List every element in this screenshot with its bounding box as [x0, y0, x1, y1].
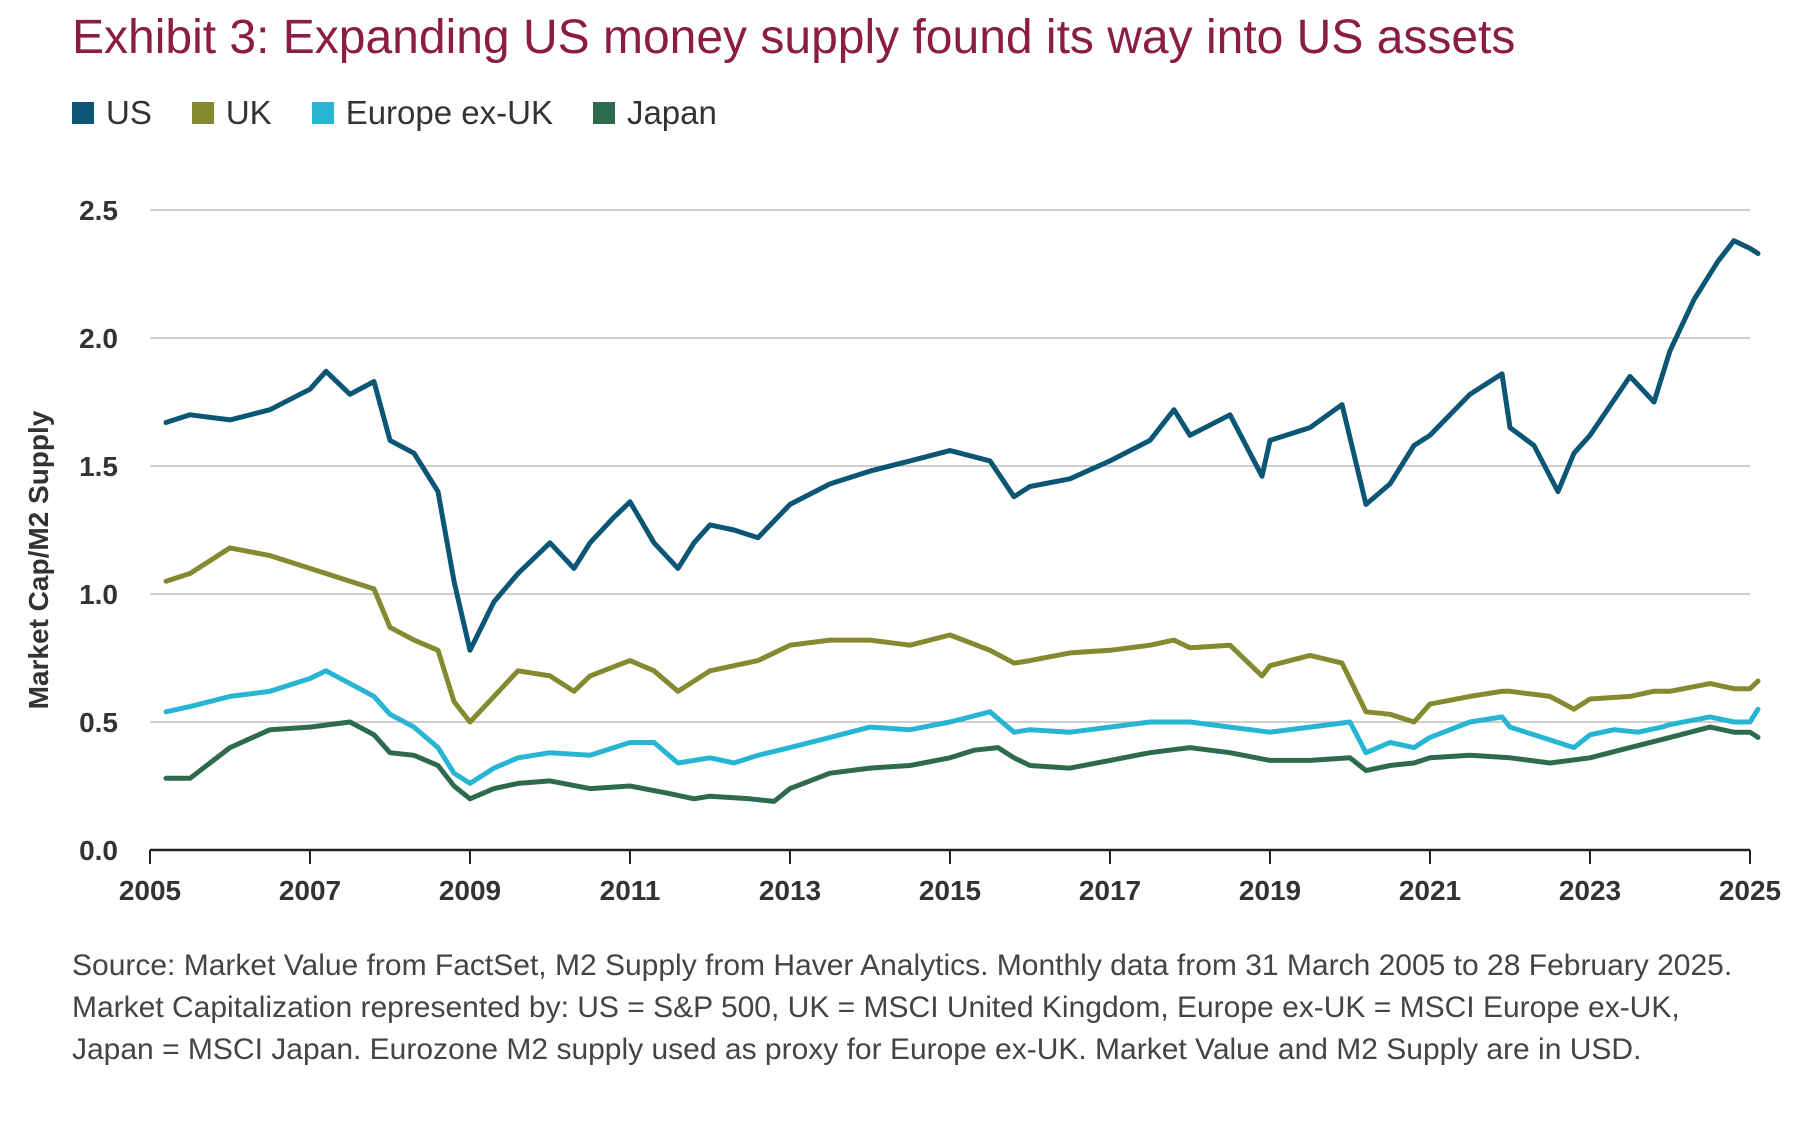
- x-tick-label: 2021: [1399, 875, 1461, 906]
- legend-item-japan: Japan: [592, 94, 717, 132]
- legend-item-uk: UK: [191, 94, 272, 132]
- y-axis-label: Market Cap/M2 Supply: [23, 410, 54, 709]
- x-tick-label: 2019: [1239, 875, 1301, 906]
- x-tick-label: 2025: [1719, 875, 1781, 906]
- y-tick-label: 2.5: [79, 195, 118, 226]
- legend-label-europe-ex-uk: Europe ex-UK: [345, 94, 553, 131]
- y-tick-label: 2.0: [79, 323, 118, 354]
- series-line-us: [163, 238, 1761, 653]
- legend-swatch-uk: [191, 102, 214, 124]
- legend-label-uk: UK: [225, 94, 272, 131]
- x-tick-label: 2005: [119, 875, 181, 906]
- legend-swatch-us: [72, 102, 94, 124]
- legend: US UK Europe ex-UK Japan: [72, 94, 717, 132]
- x-tick-label: 2017: [1079, 875, 1141, 906]
- series-line-japan: [163, 719, 1761, 804]
- x-tick-label: 2023: [1559, 875, 1621, 906]
- series-line-uk: [163, 545, 1761, 725]
- x-tick-label: 2007: [279, 875, 341, 906]
- x-tick-label: 2015: [919, 875, 981, 906]
- legend-item-europe-ex-uk: Europe ex-UK: [311, 94, 553, 132]
- chart-title: Exhibit 3: Expanding US money supply fou…: [72, 11, 1516, 64]
- y-tick-label: 0.5: [79, 707, 118, 738]
- legend-swatch-europe-ex-uk: [311, 102, 334, 124]
- legend-label-us: US: [106, 94, 152, 131]
- line-chart: 0.0 0.5 1.0 1.5 2.0 2.5 2005 2007 2009 2011 2013 20…: [23, 195, 1781, 906]
- y-tick-label: 0.0: [79, 835, 118, 866]
- legend-item-us: US: [72, 94, 152, 132]
- legend-swatch-japan: [592, 102, 615, 124]
- legend-label-japan: Japan: [626, 94, 717, 131]
- series-line-europe-ex-uk: [163, 668, 1761, 786]
- x-tick-label: 2009: [439, 875, 501, 906]
- x-tick-label: 2013: [759, 875, 821, 906]
- x-tick-label: 2011: [600, 875, 661, 906]
- source-note: Source: Market Value from FactSet, M2 Su…: [72, 949, 1733, 1066]
- y-tick-label: 1.0: [79, 579, 118, 610]
- y-tick-label: 1.5: [79, 451, 118, 482]
